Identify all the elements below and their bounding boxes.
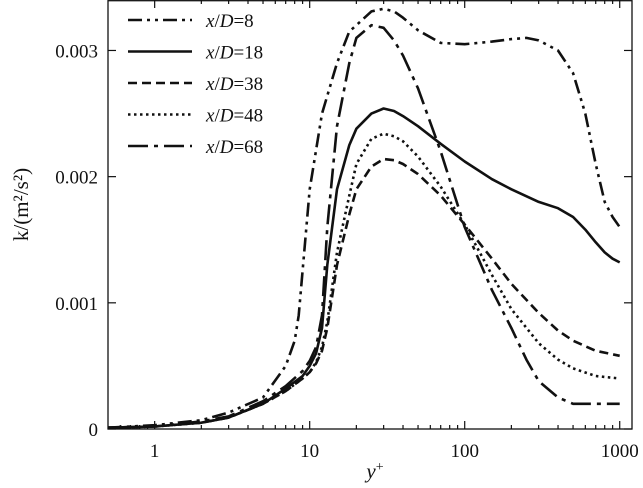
x-tick-label: 100 [450,441,479,462]
y-axis: 0 0.001 0.002 0.003 [55,41,632,441]
y-tick-label: 0.003 [55,41,98,62]
y-tick-label: 0.002 [55,168,98,189]
series-line-3 [107,157,620,429]
y-tick-label: 0.001 [55,294,98,315]
x-tick-label: 10 [300,441,319,462]
x-axis: 1 10 100 1000 [119,0,639,462]
axes-frame [107,0,633,430]
y-axis-label: k/(m²/s²) [9,168,33,241]
legend-label-1: x/D=8 [205,11,254,32]
series-line-2 [107,107,621,429]
plot-area [107,7,621,429]
legend-label-2: x/D=18 [205,43,263,64]
x-tick-label: 1000 [601,441,639,462]
x-tick-label: 1 [150,441,160,462]
series-line-4 [107,132,620,429]
x-axis-label: y+ [364,459,383,483]
legend-label-3: x/D=38 [205,74,263,95]
series-line-1 [107,7,621,429]
legend-label-4: x/D=48 [205,106,263,127]
plot-frame [107,0,633,430]
series-line-5 [107,23,620,429]
legend-label-5: x/D=68 [205,137,263,158]
legend: x/D=8 x/D=18 x/D=38 x/D=48 x/D=68 [128,11,263,158]
y-tick-label: 0 [89,420,99,441]
